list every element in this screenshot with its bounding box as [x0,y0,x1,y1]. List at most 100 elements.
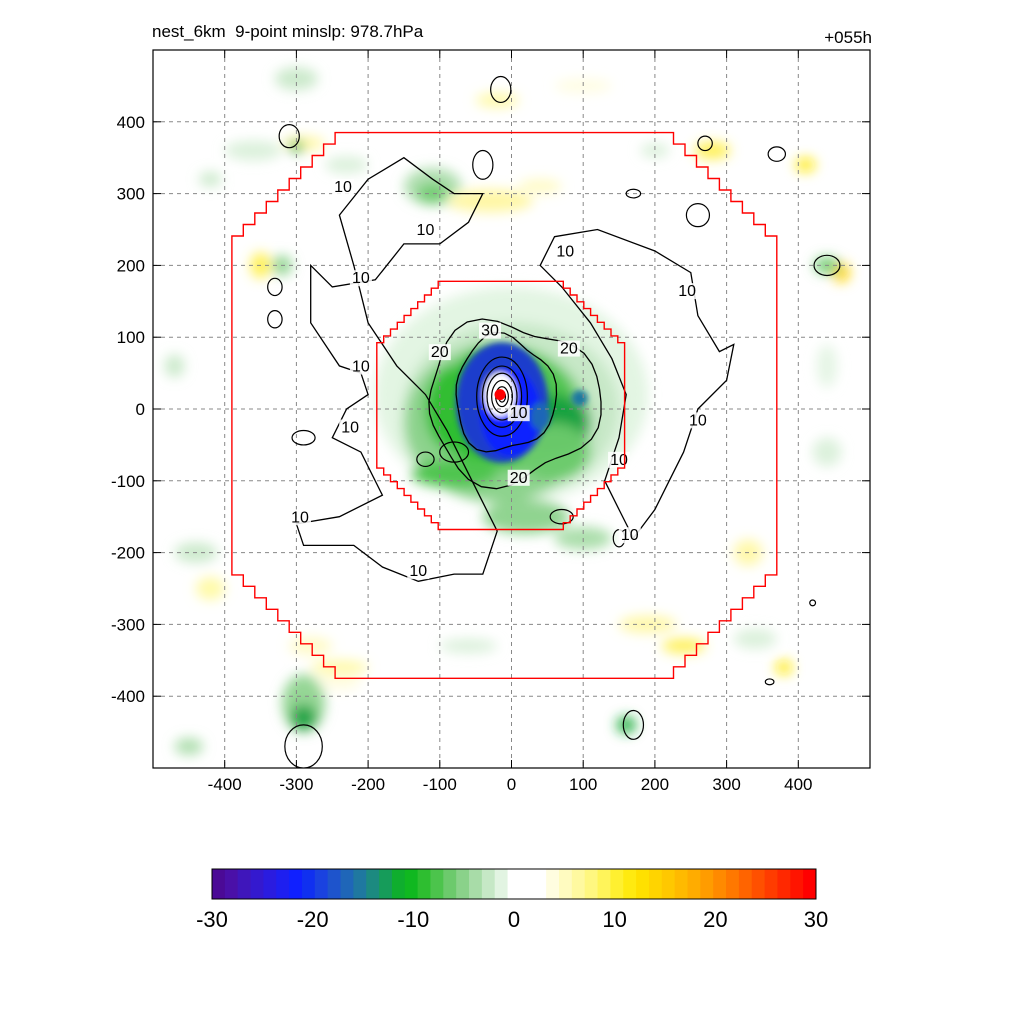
shading-blob [317,673,362,691]
contour-label-bg [339,419,362,436]
shading-blob [733,628,777,649]
colorbar-swatch [623,869,637,899]
colorbar-tick-label: 20 [703,907,727,932]
x-tick-label: 200 [641,775,669,794]
colorbar-tick-label: -10 [397,907,429,932]
colorbar-swatch [250,869,264,899]
nest-boundaries [231,131,778,679]
contour-core-ring [481,365,523,428]
colorbar-swatch [674,869,688,899]
colorbar-swatch [289,869,303,899]
colorbar-swatch [777,869,791,899]
contour-label: 10 [352,359,370,376]
x-tick-label: 0 [507,775,516,794]
shading-blob [618,615,677,634]
x-tick-label: -300 [279,775,313,794]
shading-blob [661,638,706,654]
contour-label-bg [676,283,699,300]
colorbar-swatch [648,869,663,899]
colorbar-swatch [443,869,457,899]
y-tick-label: -100 [111,472,145,491]
forecast-hour-label: +055h [824,28,872,47]
colorbar-swatch [340,869,354,899]
shading-blob [195,576,225,601]
y-tick-label: 100 [117,328,145,347]
contour-30 [455,331,558,453]
contour-label: 20 [431,344,449,361]
shading-core-blob [482,499,570,534]
contour-small [416,451,435,468]
contour-small [267,310,283,329]
contour-label-bg [407,563,430,580]
x-tick-label: -200 [351,775,385,794]
contour-small [278,124,300,149]
colorbar-swatch [636,869,650,899]
contour-label: 10 [610,452,628,469]
colorbar-swatch [803,869,817,899]
contour-label: 10 [409,563,427,580]
colorbar-swatch [327,869,342,899]
contour-label: 10 [510,405,528,422]
contour-label-bg [428,344,451,361]
contour-small [625,188,642,199]
colorbar-swatch [430,869,444,899]
colorbar-swatch [546,869,560,899]
contour-small [685,203,711,228]
eyewall-blob [571,390,588,407]
x-tick-label: -400 [208,775,242,794]
shading-blob [164,354,185,378]
contour-small [809,599,817,607]
contour-label-bg [478,322,501,339]
shading-blob [518,179,562,194]
shading-blob [174,737,204,756]
colorbar-swatch [276,869,290,899]
shading-blob [640,143,670,158]
colorbar-swatch [469,869,483,899]
contour-label: 10 [352,270,370,287]
shading-blob [694,141,731,160]
contour-core-ring [491,379,513,414]
storm-center-dot [494,389,506,401]
y-tick-label: 200 [117,256,145,275]
colorbar-swatch [584,869,599,899]
contour-10-west [295,156,498,582]
contour-small [291,429,316,446]
colorbar-swatch [597,869,611,899]
shading-blob [812,437,842,467]
contour-label-bg [554,243,577,260]
y-tick-label: 400 [117,113,145,132]
contour-label-bg [618,527,641,544]
inner-nest-boundary [376,280,626,531]
contour-small [284,724,323,768]
x-tick-label: 300 [712,775,740,794]
contour-label-bg [332,179,355,196]
y-tick-label: 300 [117,185,145,204]
contour-small [764,678,775,686]
contour-label-bg [686,412,709,429]
x-tick-label: 100 [569,775,597,794]
contour-small [439,441,470,463]
colorbar-tick-label: -20 [297,907,329,932]
shading-blob [816,344,838,388]
contour-label-bg [507,469,530,486]
shading-blob [224,140,283,161]
contour-small [813,254,841,277]
colorbar-swatch [481,869,496,899]
contour-small [697,135,713,152]
colorbar-frame [211,868,817,900]
y-tick-label: -200 [111,544,145,563]
colorbar-swatch [314,869,329,899]
colorbar-swatch [212,869,226,899]
colorbar-swatch [353,869,367,899]
colorbar-swatch [700,869,714,899]
contour-label: 10 [621,527,639,544]
contour-small [622,709,645,740]
contour-small [472,149,494,180]
contour-label: 20 [560,341,578,358]
contour-small [767,146,787,162]
contour-label: 10 [689,412,707,429]
colorbar-swatch [263,869,277,899]
shading-blob [416,183,449,204]
colorbar-swatch [404,869,419,899]
